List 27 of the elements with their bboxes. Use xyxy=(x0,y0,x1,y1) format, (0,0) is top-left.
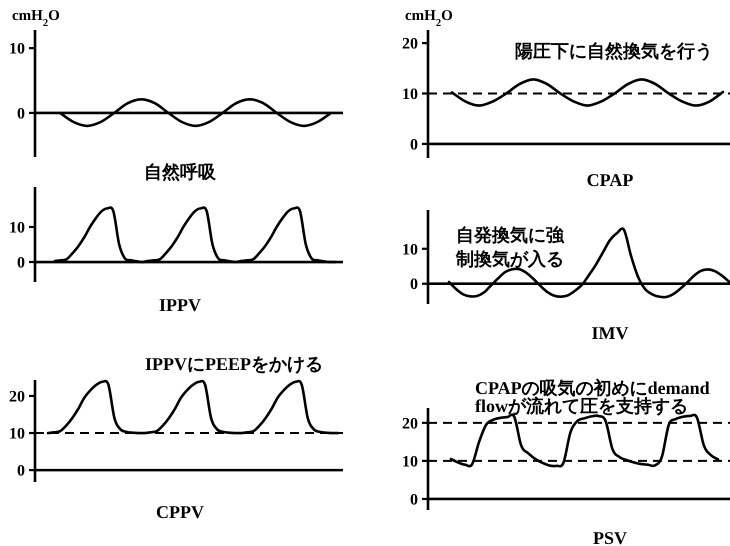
y-tick-label: 0 xyxy=(410,276,418,294)
text: CPPV xyxy=(156,502,204,522)
y-tick-label: 20 xyxy=(9,388,25,406)
text: CPAPの吸気の初めにdemand flowが流れて圧を支持する xyxy=(475,378,710,417)
y-tick-label: 10 xyxy=(9,40,25,58)
y-tick-label: 10 xyxy=(9,219,25,236)
y-axis-title: cmH$_{2}$O xyxy=(405,8,453,28)
y-tick-label: 20 xyxy=(402,415,418,432)
y-tick-label: 10 xyxy=(402,453,418,470)
y-tick-label: 0 xyxy=(17,105,25,122)
y-tick-label: 0 xyxy=(410,136,418,154)
y-tick-label: 0 xyxy=(17,462,25,480)
y-tick-label: 10 xyxy=(9,426,25,443)
annotation: 陽圧下に自然換気を行う xyxy=(515,41,713,62)
y-tick-label: 0 xyxy=(17,254,25,272)
text: CPAP xyxy=(586,170,634,190)
text: IPPV xyxy=(159,295,201,315)
y-tick-label: 20 xyxy=(402,36,418,53)
annotation: 自発換気に強制換気が入る xyxy=(455,225,565,270)
text: PSV xyxy=(592,528,628,546)
text: IPPVにPEEPをかける xyxy=(145,354,324,375)
text: 自然呼吸 xyxy=(144,162,217,183)
y-tick-label: 10 xyxy=(402,241,418,258)
text: IMV xyxy=(592,323,628,343)
y-tick-label: 10 xyxy=(402,86,418,103)
y-axis-title: cmH$_{2}$O xyxy=(12,8,60,28)
y-tick-label: 0 xyxy=(410,491,418,508)
